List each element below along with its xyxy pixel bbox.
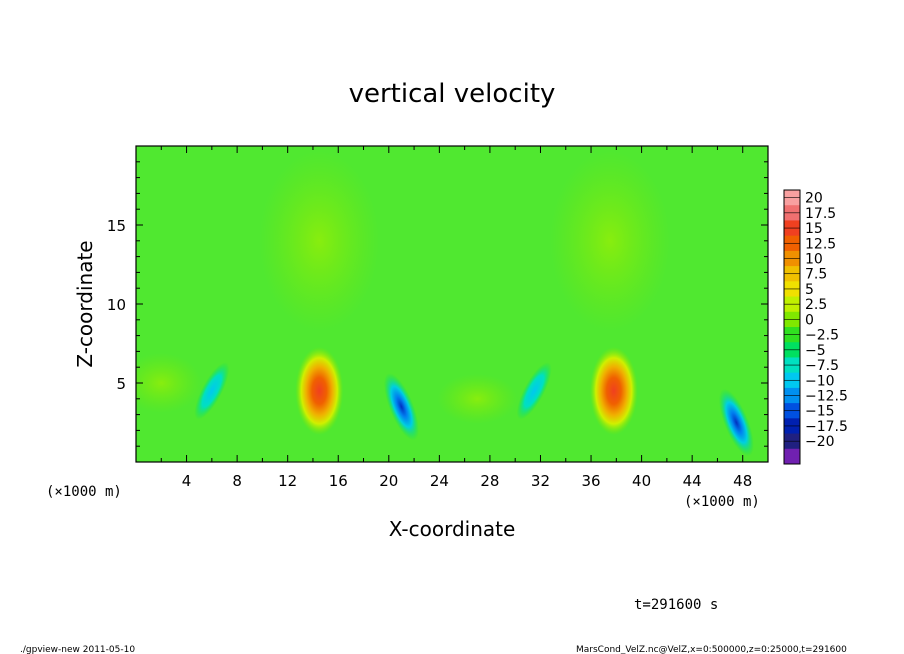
y-axis-label: Z-coordinate — [73, 240, 97, 367]
downdraft-cell — [194, 362, 230, 420]
heatmap-warm-patch — [550, 150, 670, 331]
colorbar-label: −15 — [805, 404, 835, 420]
y-tick-label: 10 — [107, 296, 126, 314]
heatmap-warm-patch — [259, 150, 380, 331]
y-tick-label: 15 — [107, 217, 126, 235]
colorbar-label: 12.5 — [805, 236, 836, 252]
heatmap-warm-patch — [437, 373, 518, 424]
x-tick-label: 12 — [278, 472, 297, 490]
colorbar-label: 2.5 — [805, 297, 827, 313]
x-tick-label: 40 — [632, 472, 651, 490]
footer-left: ./gpview-new 2011-05-10 — [20, 645, 135, 654]
colorbar-label: 20 — [805, 191, 823, 207]
x-tick-label: 24 — [430, 472, 449, 490]
x-tick-label: 32 — [531, 472, 550, 490]
x-tick-label: 16 — [329, 472, 348, 490]
x-tick-label: 8 — [232, 472, 242, 490]
colorbar-label: −12.5 — [805, 389, 848, 405]
updraft-cell — [295, 346, 344, 435]
x-tick-label: 20 — [379, 472, 398, 490]
colorbar-label: −10 — [805, 373, 835, 389]
chart-title: vertical velocity — [349, 79, 556, 109]
downdraft-cell — [516, 362, 552, 420]
x-unit-right: (×1000 m) — [684, 494, 760, 510]
x-axis-label: X-coordinate — [389, 517, 516, 541]
x-unit-left: (×1000 m) — [46, 484, 122, 500]
heatmap-warm-patch — [136, 353, 202, 413]
colorbar-label: 10 — [805, 252, 823, 268]
downdraft-cell — [718, 388, 754, 457]
x-tick-label: 4 — [182, 472, 192, 490]
colorbar-label: 5 — [805, 282, 814, 298]
colorbar-swatch — [784, 448, 800, 465]
y-tick-label: 5 — [116, 375, 126, 393]
plot-area — [136, 146, 768, 462]
colorbar-label: −7.5 — [805, 358, 839, 374]
colorbar: 2017.51512.5107.552.50−2.5−5−7.5−10−12.5… — [783, 189, 848, 465]
footer-right: MarsCond_VelZ.nc@VelZ,x=0:500000,z=0:250… — [576, 645, 847, 654]
colorbar-frame — [783, 189, 801, 465]
x-tick-label: 48 — [733, 472, 752, 490]
colorbar-label: −2.5 — [805, 328, 839, 344]
colorbar-label: −5 — [805, 343, 826, 359]
updraft-cell — [589, 346, 638, 435]
x-tick-label: 36 — [581, 472, 600, 490]
x-tick-label: 44 — [683, 472, 702, 490]
colorbar-label: 17.5 — [805, 206, 836, 222]
colorbar-label: 0 — [805, 312, 814, 328]
colorbar-label: 7.5 — [805, 267, 827, 283]
downdraft-cell — [383, 373, 419, 441]
colorbar-label: −17.5 — [805, 419, 848, 435]
x-tick-label: 28 — [480, 472, 499, 490]
colorbar-label: 15 — [805, 221, 823, 237]
time-label: t=291600 s — [634, 597, 718, 613]
colorbar-label: −20 — [805, 434, 835, 450]
